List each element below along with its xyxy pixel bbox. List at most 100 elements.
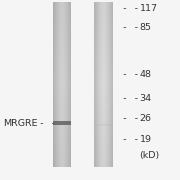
Bar	[58, 39, 59, 43]
Bar	[102, 47, 103, 51]
Bar	[57, 39, 58, 43]
Bar	[98, 35, 99, 39]
Bar	[99, 39, 100, 43]
Bar	[101, 130, 102, 134]
Bar	[94, 89, 95, 93]
Bar	[94, 68, 95, 72]
Bar	[64, 122, 65, 126]
Bar	[108, 6, 109, 10]
Bar	[55, 142, 56, 147]
Bar	[107, 105, 108, 109]
Bar	[58, 35, 59, 39]
Bar	[109, 122, 110, 126]
Bar	[95, 76, 96, 80]
Bar	[54, 43, 55, 47]
Bar	[53, 163, 54, 167]
Bar	[98, 130, 99, 134]
Bar	[98, 155, 99, 159]
Bar	[64, 26, 65, 31]
Bar	[102, 43, 103, 47]
Bar	[62, 76, 63, 80]
Bar	[67, 134, 68, 138]
Bar	[61, 22, 62, 27]
Bar	[112, 122, 113, 126]
Bar	[104, 130, 105, 134]
Bar	[56, 10, 57, 14]
Bar	[104, 2, 105, 6]
Bar	[60, 22, 61, 27]
Bar	[104, 118, 105, 122]
Bar	[59, 142, 60, 147]
Bar	[69, 101, 70, 105]
Bar	[101, 31, 102, 35]
Bar	[110, 6, 111, 10]
Bar	[65, 35, 66, 39]
Bar	[67, 68, 68, 72]
Bar	[103, 151, 104, 155]
Bar	[60, 18, 61, 22]
Bar	[103, 134, 104, 138]
Bar	[66, 118, 67, 122]
Bar	[68, 10, 69, 14]
Bar	[108, 68, 109, 72]
Bar	[98, 64, 99, 68]
Bar	[109, 93, 110, 97]
Bar	[95, 109, 96, 114]
Bar	[59, 147, 60, 151]
Bar	[108, 147, 109, 151]
Bar	[107, 64, 108, 68]
Bar	[61, 31, 62, 35]
Bar	[98, 113, 99, 118]
Bar	[103, 122, 104, 126]
Bar	[109, 126, 110, 130]
Bar	[56, 51, 57, 56]
Bar	[107, 151, 108, 155]
Bar	[107, 2, 108, 6]
Bar	[108, 2, 109, 6]
Bar	[62, 43, 63, 47]
Bar	[59, 10, 60, 14]
Bar	[107, 2, 108, 6]
Bar	[109, 55, 110, 60]
Bar	[107, 118, 108, 122]
Bar	[57, 109, 58, 114]
Bar	[105, 26, 106, 31]
Bar	[55, 10, 56, 14]
Bar	[112, 118, 113, 122]
Bar	[67, 26, 68, 31]
Bar	[106, 51, 107, 56]
Bar	[108, 39, 109, 43]
Bar	[99, 118, 100, 122]
Bar	[63, 47, 64, 51]
Bar	[55, 76, 56, 80]
Bar	[109, 64, 110, 68]
Bar	[59, 93, 60, 97]
Bar	[110, 93, 111, 97]
Bar	[64, 35, 65, 39]
Bar	[105, 93, 106, 97]
Bar	[63, 60, 64, 64]
Bar	[110, 76, 111, 80]
Bar	[107, 18, 108, 22]
Bar	[58, 122, 59, 126]
Bar	[55, 22, 56, 27]
Bar	[107, 130, 108, 134]
Bar	[65, 26, 66, 31]
Bar	[110, 151, 111, 155]
Bar	[103, 2, 104, 6]
Bar	[64, 80, 65, 85]
Bar	[59, 155, 60, 159]
Bar	[94, 126, 95, 130]
Bar	[107, 64, 108, 68]
Bar	[57, 113, 58, 118]
Bar	[55, 159, 56, 163]
Bar	[102, 39, 103, 43]
Bar	[97, 130, 98, 134]
Bar	[60, 147, 61, 151]
Bar	[99, 22, 100, 27]
Bar	[55, 126, 56, 130]
Bar	[56, 113, 57, 118]
Bar	[110, 80, 111, 85]
Bar	[99, 122, 100, 126]
Bar	[110, 76, 111, 80]
